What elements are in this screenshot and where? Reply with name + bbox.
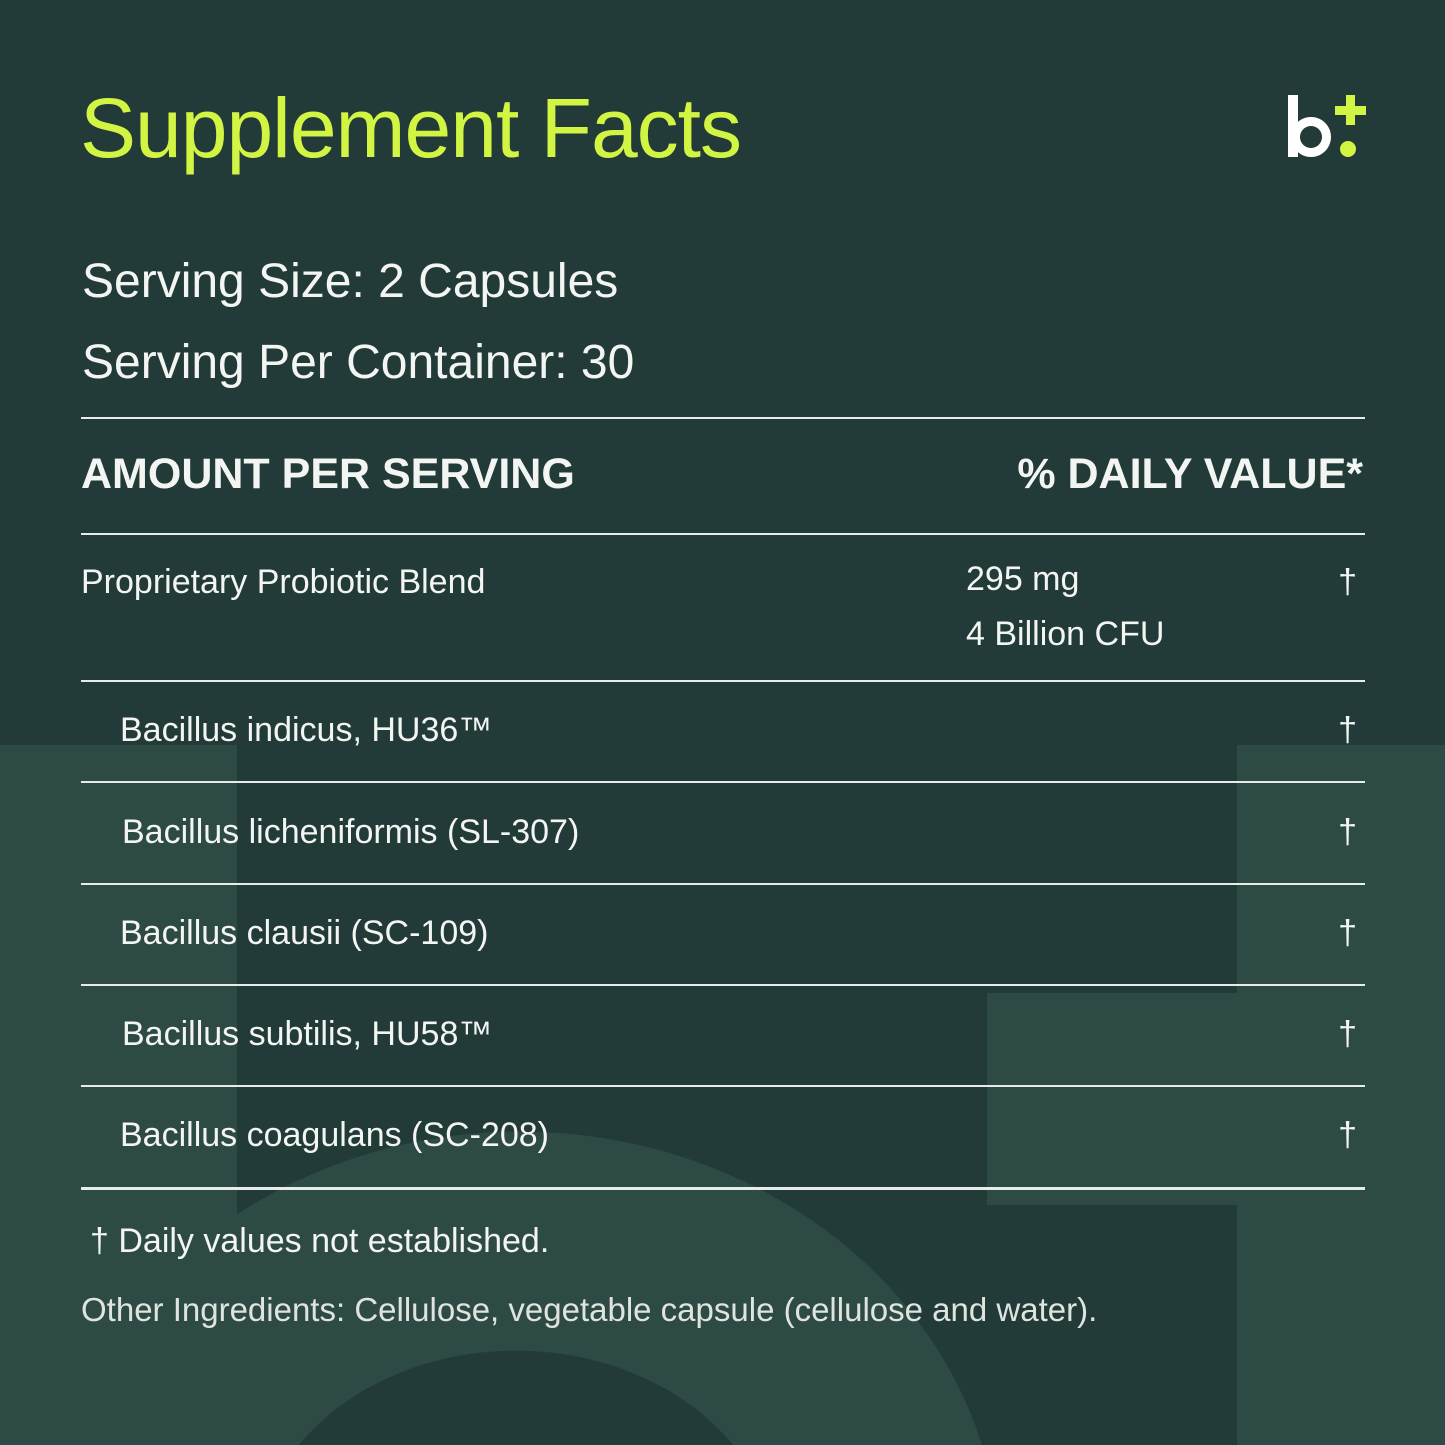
ingredient-daily-value: † xyxy=(1338,813,1357,851)
watermark-stem xyxy=(0,745,237,1445)
watermark-plus-vertical xyxy=(1237,745,1445,1445)
serving-size: Serving Size: 2 Capsules xyxy=(82,255,619,308)
watermark-bowl-inner xyxy=(299,1350,733,1445)
ingredient-name: Bacillus coagulans (SC-208) xyxy=(120,1116,549,1154)
divider xyxy=(81,1085,1365,1087)
brand-logo-icon xyxy=(1288,95,1366,157)
blend-cfu: 4 Billion CFU xyxy=(966,615,1165,653)
divider xyxy=(81,984,1365,986)
header-amount-per-serving: AMOUNT PER SERVING xyxy=(81,450,575,498)
footnote: † Daily values not established. xyxy=(90,1222,550,1260)
header-daily-value: % DAILY VALUE* xyxy=(1017,450,1363,498)
ingredient-daily-value: † xyxy=(1338,1015,1357,1053)
divider xyxy=(81,533,1365,535)
divider xyxy=(81,680,1365,682)
other-ingredients: Other Ingredients: Cellulose, vegetable … xyxy=(81,1291,1098,1328)
ingredient-name: Bacillus subtilis, HU58™ xyxy=(122,1015,493,1053)
divider xyxy=(81,1187,1365,1190)
ingredient-name: Bacillus licheniformis (SL-307) xyxy=(122,813,580,851)
page-title: Supplement Facts xyxy=(80,81,742,175)
watermark-plus-horizontal xyxy=(987,993,1237,1205)
ingredient-daily-value: † xyxy=(1338,914,1357,952)
ingredient-daily-value: † xyxy=(1338,711,1357,749)
watermark-bowl-outer xyxy=(58,1131,982,1445)
ingredient-daily-value: † xyxy=(1338,1116,1357,1154)
ingredient-name: Bacillus indicus, HU36™ xyxy=(120,711,493,749)
divider xyxy=(81,417,1365,419)
ingredient-name: Bacillus clausii (SC-109) xyxy=(120,914,489,952)
blend-amount: 295 mg xyxy=(966,560,1080,598)
divider xyxy=(81,883,1365,885)
blend-name: Proprietary Probiotic Blend xyxy=(81,563,486,601)
servings-per-container: Serving Per Container: 30 xyxy=(82,336,635,389)
blend-daily-value: † xyxy=(1338,563,1357,601)
divider xyxy=(81,781,1365,783)
